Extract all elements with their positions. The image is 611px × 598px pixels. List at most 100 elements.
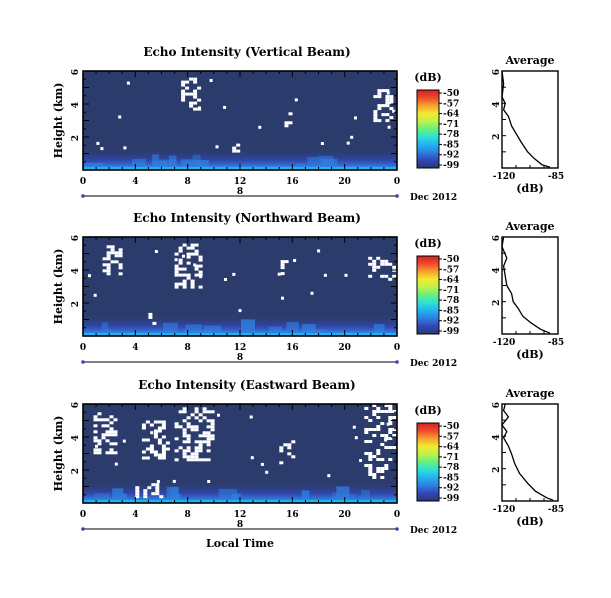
average-y-tick-label: 4 — [492, 434, 502, 440]
heatmap-cell — [384, 434, 389, 437]
heatmap-cell — [284, 260, 289, 264]
heatmap-cell — [156, 480, 160, 484]
heatmap-cell — [206, 425, 211, 429]
date-label: Dec 2012 — [410, 526, 457, 536]
heatmap-cell — [114, 462, 118, 466]
heatmap-cell — [197, 98, 202, 102]
heatmap-cell — [178, 246, 183, 250]
heatmap-cell — [174, 258, 178, 262]
heatmap-cell — [198, 255, 203, 259]
heatmap-cell — [372, 262, 377, 266]
heatmap-cell — [161, 420, 166, 424]
heatmap-cell — [186, 446, 191, 450]
heatmap-cell — [198, 419, 203, 423]
heatmap-cell — [178, 267, 183, 271]
heatmap-cell — [377, 107, 382, 111]
heatmap-cell — [377, 89, 382, 93]
average-title: Average — [504, 220, 554, 233]
average-y-tick-label: 2 — [492, 300, 502, 306]
colorbar — [416, 89, 440, 169]
heatmap-cell — [109, 421, 114, 425]
heatmap-cell — [143, 495, 148, 499]
colorbar-tick-label: -99 — [443, 161, 459, 171]
heatmap-cell — [202, 440, 207, 444]
heatmap-cell — [186, 437, 191, 441]
heatmap-cell — [186, 422, 191, 426]
heatmap-cell — [202, 407, 207, 411]
heatmap-cell — [376, 428, 381, 431]
heatmap-cell — [380, 470, 385, 473]
heatmap-cell — [265, 470, 269, 474]
x-tick-label: 0 — [80, 510, 86, 520]
heatmap-cell — [350, 135, 354, 139]
heatmap-cell — [185, 80, 190, 84]
heatmap-cell — [385, 113, 390, 117]
heatmap-cell — [118, 254, 123, 258]
heatmap-cell — [101, 322, 109, 336]
heatmap-cell — [189, 92, 194, 96]
heatmap-cell — [368, 473, 373, 476]
heatmap-cell — [210, 410, 215, 414]
y-tick-label: 6 — [71, 402, 81, 408]
heatmap-cell — [186, 440, 191, 444]
heatmap-cell — [388, 404, 393, 407]
panel-title: Echo Intensity (Eastward Beam) — [138, 378, 355, 392]
average-x-label: (dB) — [516, 515, 543, 528]
heatmap-cell — [284, 121, 289, 125]
heatmap-cell — [193, 92, 198, 96]
heatmap-cell — [373, 110, 378, 114]
heatmap-cell — [376, 416, 381, 419]
heatmap-cell — [301, 324, 316, 336]
heatmap-cell — [384, 467, 389, 470]
heatmap-cell — [194, 252, 199, 256]
heatmap-cell — [186, 458, 191, 462]
heatmap-cell — [389, 98, 394, 102]
colorbar-tick-label: -50 — [443, 422, 459, 432]
heatmap-cell — [194, 410, 199, 414]
heatmap-cell — [287, 443, 292, 447]
colorbar-tick-label: -99 — [443, 494, 459, 504]
colorbar-tick-label: -78 — [443, 296, 459, 306]
heatmap-cell — [186, 434, 191, 438]
heatmap-cell — [346, 141, 350, 145]
heatmap-cell — [250, 456, 254, 460]
heatmap-cell — [102, 263, 107, 267]
heatmap-cell — [93, 436, 98, 440]
heatmap-cell — [109, 451, 114, 455]
heatmap-cell — [97, 412, 102, 416]
y-axis-label: Height (km) — [52, 416, 65, 492]
date-axis-endpoint — [81, 194, 85, 198]
heatmap-cell — [152, 321, 157, 325]
heatmap-cell — [181, 83, 186, 87]
heatmap-cell — [174, 437, 179, 441]
heatmap-cell — [198, 264, 203, 268]
colorbar-tick-label: -92 — [443, 484, 459, 494]
heatmap-cell — [380, 458, 385, 461]
heatmap-cell — [106, 254, 111, 258]
average-x-tick-label: -120 — [493, 172, 516, 182]
heatmap-cell — [168, 155, 177, 170]
heatmap-cell — [236, 149, 241, 153]
heatmap-cell — [198, 413, 203, 417]
average-y-tick-label: 2 — [492, 134, 502, 140]
date-label: Dec 2012 — [410, 359, 457, 369]
x-tick-label: 0 — [394, 343, 400, 353]
heatmap-cell — [310, 291, 314, 295]
heatmap-cell — [210, 437, 215, 441]
date-axis-endpoint — [81, 527, 85, 531]
heatmap-cell — [344, 273, 348, 277]
heatmap-cell — [118, 263, 123, 267]
heatmap-cell — [396, 262, 401, 266]
colorbar-tick-label: -71 — [443, 120, 459, 130]
heatmap-cell — [388, 446, 393, 449]
heatmap-cell — [181, 92, 186, 96]
heatmap-cell — [386, 422, 390, 426]
heatmap-cell — [159, 495, 164, 499]
heatmap-cell — [354, 436, 358, 440]
heatmap-cell — [368, 467, 373, 470]
heatmap-cell — [182, 452, 187, 456]
heatmap-cell — [153, 453, 158, 457]
heatmap-cell — [109, 427, 114, 431]
heatmap-cell — [279, 446, 284, 450]
heatmap-cell — [385, 95, 390, 99]
